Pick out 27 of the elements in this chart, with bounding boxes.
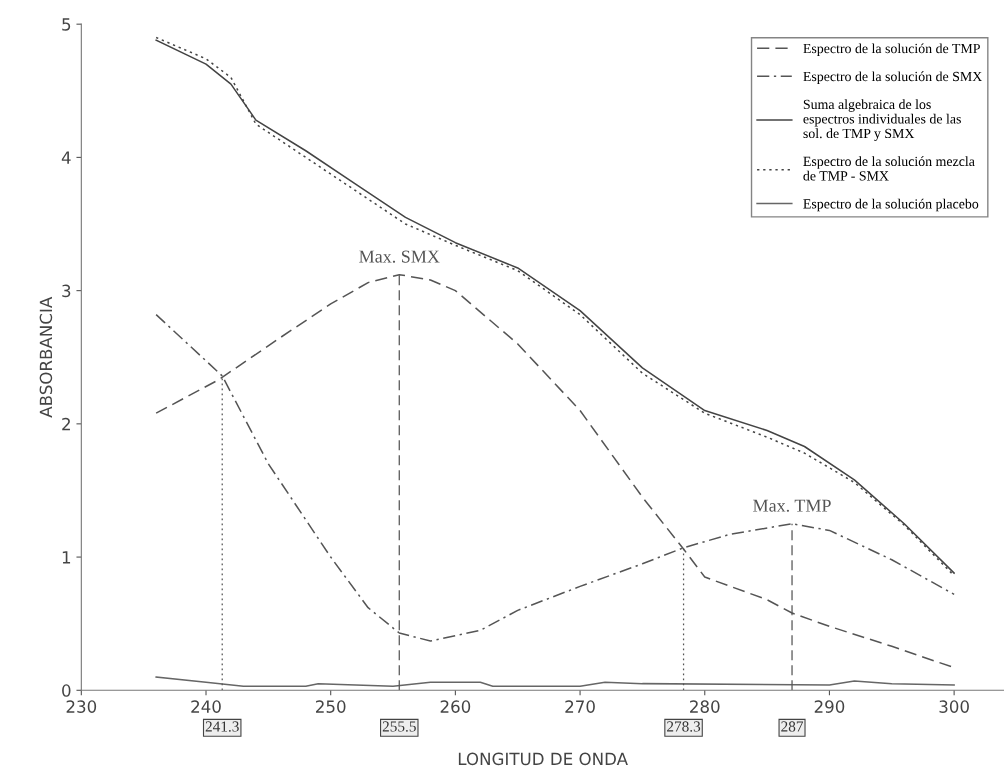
ref-line-label: 241.3 bbox=[205, 721, 239, 732]
y-tick-label: 0 bbox=[62, 684, 71, 697]
ref-line-label: 255.5 bbox=[382, 721, 416, 732]
ref-line-label: 278.3 bbox=[667, 721, 701, 732]
y-tick-label: 5 bbox=[62, 18, 71, 31]
x-tick-label: 290 bbox=[814, 700, 845, 713]
legend-label: Espectro de la solución de TMP bbox=[803, 43, 980, 57]
ref-line-label: 287 bbox=[781, 721, 804, 732]
x-tick-label: 300 bbox=[939, 700, 969, 713]
x-tick-label: 260 bbox=[440, 700, 471, 713]
legend-label: Suma algebraica de los espectros individuales de las sol. de TMP y SMX bbox=[803, 99, 961, 141]
x-tick-label: 270 bbox=[565, 700, 595, 713]
annotation: Max. SMX bbox=[359, 250, 440, 263]
legend-label: Espectro de la solución mezcla de TMP - SMX bbox=[803, 156, 975, 181]
legend-label: Espectro de la solución placebo bbox=[803, 198, 979, 212]
x-tick-label: 240 bbox=[191, 700, 221, 713]
annotation: Max. TMP bbox=[753, 499, 831, 512]
legend-label: Espectro de la solución de SMX bbox=[803, 71, 983, 84]
x-tick-label: 250 bbox=[316, 700, 346, 713]
x-tick-label: 280 bbox=[690, 700, 720, 713]
y-tick-label: 4 bbox=[61, 151, 71, 164]
y-axis-title: ABSORBANCIA bbox=[39, 296, 53, 418]
y-tick-label: 1 bbox=[62, 551, 71, 564]
x-tick-label: 230 bbox=[66, 700, 97, 713]
x-axis-title: LONGITUD DE ONDA bbox=[458, 752, 628, 766]
y-tick-label: 2 bbox=[62, 417, 70, 431]
y-tick-label: 3 bbox=[62, 284, 71, 298]
